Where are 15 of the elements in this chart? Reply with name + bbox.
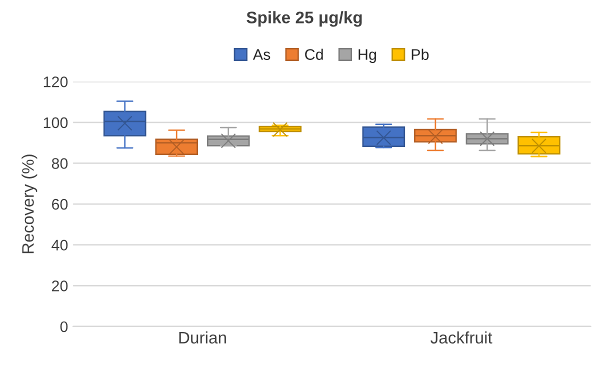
x-tick-label: Jackfruit — [430, 331, 492, 344]
legend-label: Pb — [412, 48, 429, 60]
y-tick-label: 80 — [52, 158, 68, 169]
y-tick-label: 0 — [60, 321, 68, 332]
legend-label: As — [252, 49, 270, 60]
chart-title: Spike 25 μg/kg — [246, 11, 362, 27]
y-tick-label: 120 — [44, 76, 68, 88]
y-tick-label: 100 — [44, 117, 68, 128]
y-tick-label: 60 — [52, 198, 68, 210]
y-tick-label: 20 — [52, 280, 68, 292]
legend-label: Cd — [305, 48, 323, 60]
y-axis-title: Recovery (%) — [22, 154, 38, 254]
y-tick-label: 40 — [52, 240, 68, 251]
x-tick-label: Durian — [179, 331, 226, 344]
legend-label: Hg — [358, 49, 376, 63]
